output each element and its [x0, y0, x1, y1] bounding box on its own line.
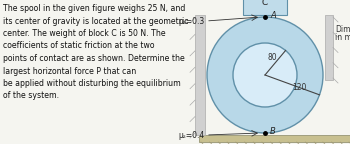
Circle shape	[233, 43, 297, 107]
Circle shape	[207, 17, 323, 133]
Text: C: C	[262, 0, 268, 7]
Text: A: A	[270, 11, 276, 20]
Text: 80: 80	[267, 53, 277, 61]
Polygon shape	[325, 15, 333, 80]
Text: in mm: in mm	[335, 33, 350, 42]
Text: The spool in the given figure weighs 25 N, and
its center of gravity is located : The spool in the given figure weighs 25 …	[3, 4, 189, 101]
Text: 120: 120	[292, 83, 307, 91]
Text: μₛ=0.4: μₛ=0.4	[179, 130, 205, 140]
Polygon shape	[199, 135, 350, 142]
Polygon shape	[243, 0, 287, 15]
Text: B: B	[270, 127, 276, 136]
Polygon shape	[195, 15, 205, 135]
Text: Dimensions: Dimensions	[335, 25, 350, 34]
Text: μₛ=0.3: μₛ=0.3	[179, 17, 205, 25]
